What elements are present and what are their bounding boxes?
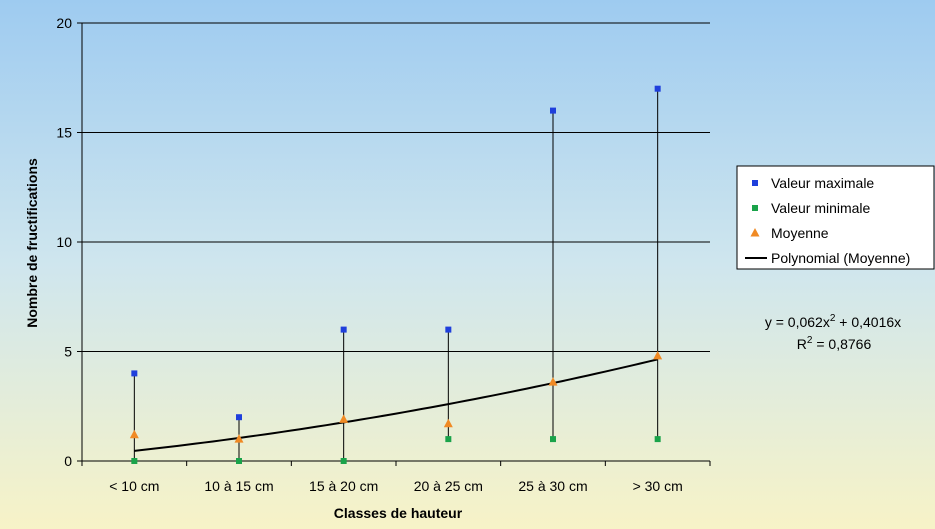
legend-label: Polynomial (Moyenne) — [771, 250, 910, 266]
max-marker — [236, 414, 242, 421]
y-tick-label: 15 — [56, 125, 72, 141]
x-axis-title: Classes de hauteur — [334, 505, 463, 521]
legend-label: Valeur maximale — [771, 175, 874, 191]
y-tick-label: 5 — [64, 344, 72, 360]
legend-label: Valeur minimale — [771, 200, 871, 216]
r-squared-suffix: = 0,8766 — [812, 336, 871, 352]
plot-area: 0 5 10 15 20 < 10 cm 10 à 15 cm 15 à 20 cm 20 à … — [56, 15, 711, 494]
min-marker — [654, 436, 661, 443]
max-marker — [131, 370, 138, 377]
x-tick-label: > 30 cm — [633, 478, 683, 494]
min-marker — [340, 458, 347, 464]
equation-line: y = 0,062x2 + 0,4016x — [765, 313, 901, 330]
x-tick-label: 15 à 20 cm — [309, 478, 378, 494]
y-tick-label: 0 — [64, 453, 72, 469]
legend-box — [736, 165, 935, 270]
mean-marker — [653, 350, 663, 360]
mean-marker — [234, 434, 244, 443]
max-marker — [654, 85, 661, 92]
min-marker — [236, 458, 242, 464]
equation-suffix: + 0,4016x — [835, 314, 901, 330]
legend-label: Moyenne — [771, 225, 829, 241]
min-marker — [550, 436, 556, 443]
trendline — [134, 358, 658, 452]
trendline-equation: y = 0,062x2 + 0,4016x R2 = 0,8766 — [765, 313, 901, 352]
y-tick-label: 10 — [56, 234, 72, 250]
x-tick-label: 20 à 25 cm — [414, 478, 483, 494]
legend-swatch-square — [752, 180, 758, 186]
x-tick-label: 25 à 30 cm — [518, 478, 587, 494]
mean-marker — [443, 418, 453, 428]
mean-marker — [548, 377, 558, 386]
max-marker — [550, 107, 556, 114]
min-marker — [445, 436, 452, 443]
min-marker — [131, 458, 138, 464]
mean-marker — [129, 429, 139, 439]
max-marker — [340, 326, 347, 333]
y-tick-label: 20 — [56, 15, 72, 31]
mean-marker — [339, 414, 349, 423]
legend: Valeur maximale Valeur minimale Moyenne Pol… — [736, 165, 935, 270]
x-tick-label: < 10 cm — [109, 478, 159, 494]
max-marker — [445, 326, 452, 333]
equation-exponent: 2 — [830, 313, 836, 324]
y-axis-title: Nombre de fructifications — [24, 158, 40, 328]
legend-swatch-square — [752, 205, 758, 211]
r-squared-prefix: R — [797, 336, 807, 352]
r-squared-exponent: 2 — [807, 335, 813, 346]
r-squared-line: R2 = 0,8766 — [797, 335, 872, 352]
legend-swatch-triangle — [750, 228, 760, 237]
equation-prefix: y = 0,062x — [765, 314, 830, 330]
x-tick-label: 10 à 15 cm — [204, 478, 273, 494]
